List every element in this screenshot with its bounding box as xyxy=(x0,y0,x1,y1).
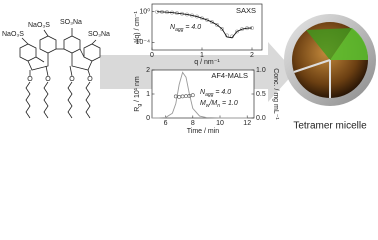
text-part: N xyxy=(170,24,176,31)
group-label: NaO₃S xyxy=(2,31,24,38)
plot-area xyxy=(151,3,263,51)
x-tick-label: 1 xyxy=(200,52,204,59)
annotation: Nagg = 4.0 xyxy=(200,89,231,98)
x-tick-label: 6 xyxy=(164,120,168,127)
y-tick-label: 1 xyxy=(146,91,150,98)
x-axis-label: q / nm⁻¹ xyxy=(194,59,220,66)
atom-label: O xyxy=(45,76,51,83)
data-point xyxy=(210,20,214,24)
y2-tick-label: 0.0 xyxy=(256,115,266,122)
x-tick-label: 8 xyxy=(191,120,195,127)
text-part: R xyxy=(134,107,141,112)
subscript: agg xyxy=(205,92,214,98)
atom-label: O xyxy=(69,76,75,83)
molecule xyxy=(19,28,101,119)
caption: Tetramer micelle xyxy=(293,121,367,132)
y2-tick-label: 1.0 xyxy=(256,67,266,74)
text-part: /M xyxy=(208,100,217,107)
data-point xyxy=(200,16,204,21)
data-point xyxy=(187,94,192,98)
group-label: NaO₃S xyxy=(28,22,50,29)
subscript: n xyxy=(217,103,220,109)
chart-title: AF4-MALS xyxy=(211,71,248,80)
x-tick-label: 10 xyxy=(216,120,224,127)
y-axis-label: I(q) / cm⁻¹ xyxy=(134,10,141,42)
text-part: = 4.0 xyxy=(213,89,231,96)
group-label: SO₃Na xyxy=(60,19,82,26)
subscript: g xyxy=(137,104,143,107)
y2-tick-label: 0.5 xyxy=(256,91,266,98)
text-part: M xyxy=(200,100,206,107)
data-line xyxy=(152,71,248,119)
y-tick-label: 10⁰ xyxy=(139,8,150,16)
micelle xyxy=(284,14,376,106)
atom-label: O xyxy=(87,76,93,83)
annotation: Nagg = 4.0 xyxy=(170,24,201,33)
text-part: N xyxy=(200,89,206,96)
data-point xyxy=(190,93,195,98)
atom-label: O xyxy=(27,76,33,83)
text-part: = 4.0 xyxy=(183,24,201,31)
data-line xyxy=(156,11,253,39)
text-part: / 10¹ nm xyxy=(134,76,141,104)
data-point xyxy=(235,29,239,34)
y-tick-label: 10⁻⁴ xyxy=(136,39,151,46)
y-tick-label: 0 xyxy=(146,115,150,122)
subscript: agg xyxy=(175,27,184,33)
text-part: = 1.0 xyxy=(220,100,238,107)
y-tick-label: 2 xyxy=(146,67,150,74)
y-axis-label: Rg / 10¹ nm xyxy=(134,76,143,112)
data-point xyxy=(220,27,224,31)
x-tick-label: 12 xyxy=(243,120,251,127)
annotation: Mw/Mn = 1.0 xyxy=(200,100,238,109)
x-axis-label: Time / min xyxy=(187,128,220,135)
chart-title: SAXS xyxy=(236,6,256,15)
subscript: w xyxy=(206,103,210,109)
data-point xyxy=(215,22,219,27)
x-tick-label: 2 xyxy=(250,52,254,59)
x-tick-label: 0 xyxy=(150,52,154,59)
y2-axis-label: Conc. / mg mL⁻¹ xyxy=(272,68,279,120)
group-label: SO₃Na xyxy=(88,31,110,38)
figure: NaO₃S NaO₃S SO₃Na SO₃Na O O O O Tetramer… xyxy=(2,3,376,135)
data-point xyxy=(205,18,209,22)
